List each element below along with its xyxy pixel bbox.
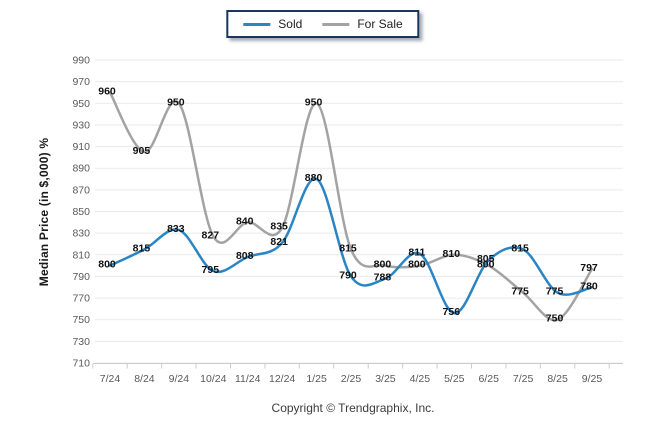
sold-data-label: 795 [202, 264, 220, 276]
for-sale-data-label: 800 [477, 259, 495, 271]
for-sale-data-label: 800 [374, 259, 392, 271]
for-sale-line [108, 91, 594, 322]
sold-data-label: 833 [167, 223, 185, 235]
x-tick-label: 4/25 [410, 373, 431, 385]
x-tick-label: 2/25 [341, 373, 362, 385]
for-sale-data-label: 960 [98, 85, 116, 97]
for-sale-data-label: 905 [133, 145, 151, 157]
y-tick-label: 850 [72, 206, 90, 218]
for-sale-data-label: 950 [305, 96, 323, 108]
y-tick-label: 730 [72, 336, 90, 348]
price-trend-line-chart: 710 730 750 770 790 810 830 850 870 890 910 930 950 9… [72, 55, 623, 385]
for-sale-data-label: 810 [443, 248, 461, 260]
legend-item-sold: Sold [243, 17, 302, 31]
chart-legend: Sold For Sale [226, 10, 420, 38]
y-tick-label: 810 [72, 249, 90, 261]
sold-data-label: 756 [443, 306, 461, 318]
for-sale-data-label: 797 [580, 262, 598, 274]
x-tick-label: 5/25 [444, 373, 465, 385]
sold-line [108, 177, 594, 315]
x-tick-label: 7/25 [513, 373, 534, 385]
x-tick-label: 7/24 [100, 373, 121, 385]
for-sale-data-label: 840 [236, 215, 254, 227]
x-tick-label: 11/24 [235, 373, 261, 385]
y-tick-label: 910 [72, 141, 90, 153]
y-tick-label: 710 [72, 358, 90, 370]
sold-data-label: 821 [270, 236, 288, 248]
y-tick-label: 990 [72, 55, 90, 67]
for-sale-line-swatch-icon [322, 22, 350, 26]
legend-label-for-sale: For Sale [357, 17, 403, 31]
sold-data-label: 808 [236, 250, 254, 262]
x-tick-label: 9/24 [169, 373, 190, 385]
x-tick-label: 9/25 [582, 373, 603, 385]
copyright-footer: Copyright © Trendgraphix, Inc. [271, 401, 435, 415]
sold-data-label: 815 [511, 242, 529, 254]
x-tick-label: 8/25 [547, 373, 568, 385]
x-tick-label: 8/24 [134, 373, 155, 385]
legend-label-sold: Sold [278, 17, 303, 31]
for-sale-data-label: 750 [546, 313, 564, 325]
sold-line-swatch-icon [243, 22, 271, 26]
y-tick-label: 790 [72, 271, 90, 283]
sold-data-label: 788 [374, 272, 392, 284]
x-tick-label: 3/25 [375, 373, 396, 385]
sold-data-label: 880 [305, 172, 323, 184]
x-tick-label: 10/24 [200, 373, 226, 385]
y-tick-label: 890 [72, 163, 90, 175]
sold-data-label: 815 [133, 242, 151, 254]
sold-data-label: 811 [408, 247, 425, 259]
y-tick-label: 970 [72, 76, 90, 88]
for-sale-data-label: 800 [408, 259, 426, 271]
for-sale-data-label: 835 [270, 221, 288, 233]
legend-item-for-sale: For Sale [322, 17, 403, 31]
x-tick-label: 6/25 [478, 373, 499, 385]
for-sale-data-label: 827 [202, 229, 220, 241]
for-sale-data-label: 950 [167, 96, 185, 108]
x-tick-label: 1/25 [306, 373, 327, 385]
for-sale-data-label: 775 [511, 286, 529, 298]
sold-data-label: 780 [580, 280, 598, 292]
y-tick-label: 870 [72, 184, 90, 196]
y-tick-label: 950 [72, 98, 90, 110]
y-tick-label: 830 [72, 228, 90, 240]
y-tick-label: 770 [72, 293, 90, 305]
x-tick-label: 12/24 [269, 373, 295, 385]
for-sale-data-label: 815 [339, 242, 357, 254]
y-tick-label: 750 [72, 314, 90, 326]
sold-data-label: 800 [98, 259, 116, 271]
y-tick-label: 930 [72, 119, 90, 131]
sold-data-label: 775 [546, 286, 564, 298]
sold-data-label: 805 [477, 253, 495, 265]
sold-data-label: 790 [339, 269, 357, 281]
